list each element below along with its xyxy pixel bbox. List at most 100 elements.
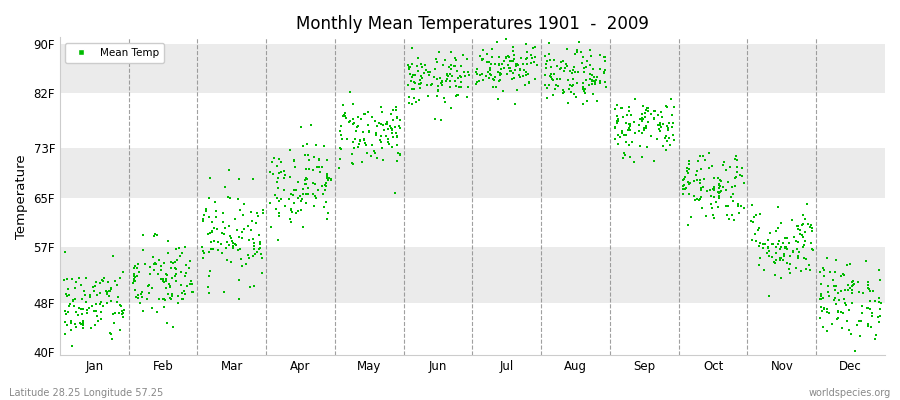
Point	[804, 239, 818, 246]
Point	[68, 296, 82, 302]
Point	[769, 250, 783, 256]
Point	[379, 133, 393, 140]
Point	[860, 305, 875, 312]
Point	[690, 196, 705, 202]
Point	[298, 152, 312, 158]
Point	[421, 93, 436, 99]
Point	[182, 265, 196, 271]
Point	[728, 174, 742, 181]
Point	[135, 289, 149, 296]
Point	[460, 69, 474, 75]
Point	[183, 257, 197, 264]
Point	[202, 273, 217, 280]
Point	[616, 132, 631, 138]
Point	[158, 284, 173, 291]
Point	[72, 275, 86, 281]
Point	[744, 202, 759, 208]
Point	[385, 127, 400, 133]
Point	[83, 294, 97, 300]
Point	[722, 216, 736, 222]
Point	[263, 169, 277, 175]
Point	[308, 193, 322, 199]
Point	[421, 69, 436, 76]
Point	[865, 288, 879, 294]
Point	[872, 299, 886, 305]
Point	[530, 62, 544, 68]
Point	[771, 225, 786, 231]
Point	[768, 260, 782, 266]
Point	[675, 182, 689, 189]
Point	[817, 266, 832, 273]
Point	[621, 127, 635, 134]
Point	[707, 194, 722, 201]
Legend: Mean Temp: Mean Temp	[65, 42, 164, 63]
Point	[374, 103, 389, 110]
Point	[226, 240, 240, 246]
Point	[240, 222, 255, 229]
Point	[103, 288, 117, 294]
Point	[683, 180, 698, 186]
Point	[646, 108, 661, 114]
Point	[175, 290, 189, 296]
Point	[104, 298, 118, 304]
Point	[402, 100, 417, 106]
Point	[820, 255, 834, 261]
Point	[696, 152, 710, 159]
Point	[428, 66, 442, 72]
Point	[845, 283, 859, 290]
Point	[231, 176, 246, 182]
Point	[597, 69, 611, 75]
Point	[782, 269, 796, 276]
Point	[845, 282, 859, 288]
Point	[729, 174, 743, 180]
Point	[320, 170, 334, 177]
Point	[769, 228, 783, 234]
Point	[747, 214, 761, 220]
Point	[337, 112, 351, 118]
Point	[64, 320, 78, 326]
Point	[294, 196, 309, 202]
Point	[834, 309, 849, 316]
Point	[540, 85, 554, 91]
Point	[272, 213, 286, 219]
Point	[168, 265, 183, 272]
Point	[721, 203, 735, 209]
Point	[543, 73, 557, 80]
Point	[647, 116, 662, 122]
Point	[616, 114, 630, 120]
Point	[107, 310, 122, 316]
Point	[608, 106, 623, 112]
Point	[714, 178, 728, 184]
Point	[186, 288, 201, 295]
Point	[278, 172, 293, 178]
Point	[287, 156, 302, 163]
Point	[337, 113, 351, 119]
Point	[726, 198, 741, 205]
Point	[349, 124, 364, 130]
Point	[611, 115, 625, 122]
Point	[716, 159, 731, 165]
Point	[778, 244, 793, 250]
Point	[796, 221, 811, 227]
Point	[496, 88, 510, 94]
Point	[491, 96, 505, 102]
Point	[698, 156, 712, 163]
Point	[507, 70, 521, 76]
Point	[698, 213, 713, 220]
Point	[128, 286, 142, 293]
Point	[311, 156, 326, 162]
Point	[296, 143, 310, 150]
Point	[756, 240, 770, 247]
Point	[348, 136, 363, 143]
Point	[444, 62, 458, 69]
Point	[813, 315, 827, 322]
Point	[272, 170, 286, 176]
Point	[247, 242, 261, 249]
Point	[166, 324, 180, 330]
Point	[388, 190, 402, 196]
Point	[687, 193, 701, 200]
Point	[471, 66, 485, 72]
Point	[102, 293, 116, 299]
Point	[772, 254, 787, 261]
Point	[171, 300, 185, 306]
